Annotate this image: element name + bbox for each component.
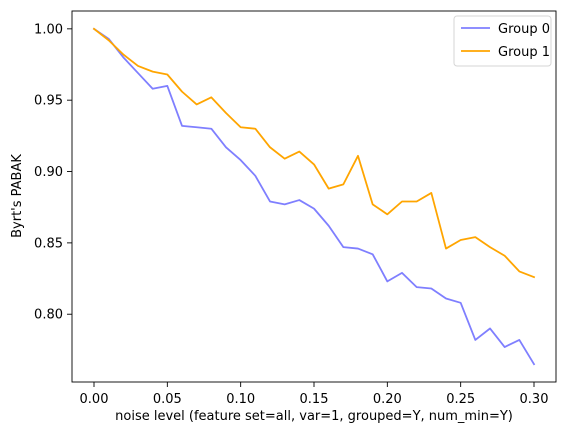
x-axis-ticks: 0.00 0.05 0.10 0.15 0.20 0.25 0.30 [80,382,549,407]
x-tick-label: 0.25 [446,392,475,407]
x-tick-label: 0.15 [300,392,329,407]
x-axis-label: noise level (feature set=all, var=1, gro… [115,409,513,424]
x-tick-label: 0.05 [153,392,182,407]
x-tick-label: 0.10 [226,392,255,407]
legend-label-group-1: Group 1 [498,45,550,60]
x-tick-label: 0.00 [80,392,109,407]
legend-label-group-0: Group 0 [498,22,550,37]
y-tick-label: 0.80 [34,308,63,323]
y-axis-label: Byrt's PABAK [10,154,25,238]
x-tick-label: 0.20 [373,392,402,407]
y-tick-label: 0.90 [34,165,63,180]
y-tick-label: 0.95 [34,94,63,109]
legend: Group 0 Group 1 [454,16,551,66]
plot-area-background [72,11,556,382]
y-axis-ticks: 0.80 0.85 0.90 0.95 1.00 [34,22,72,322]
y-tick-label: 1.00 [34,22,63,37]
y-tick-label: 0.85 [34,236,63,251]
x-tick-label: 0.30 [520,392,549,407]
